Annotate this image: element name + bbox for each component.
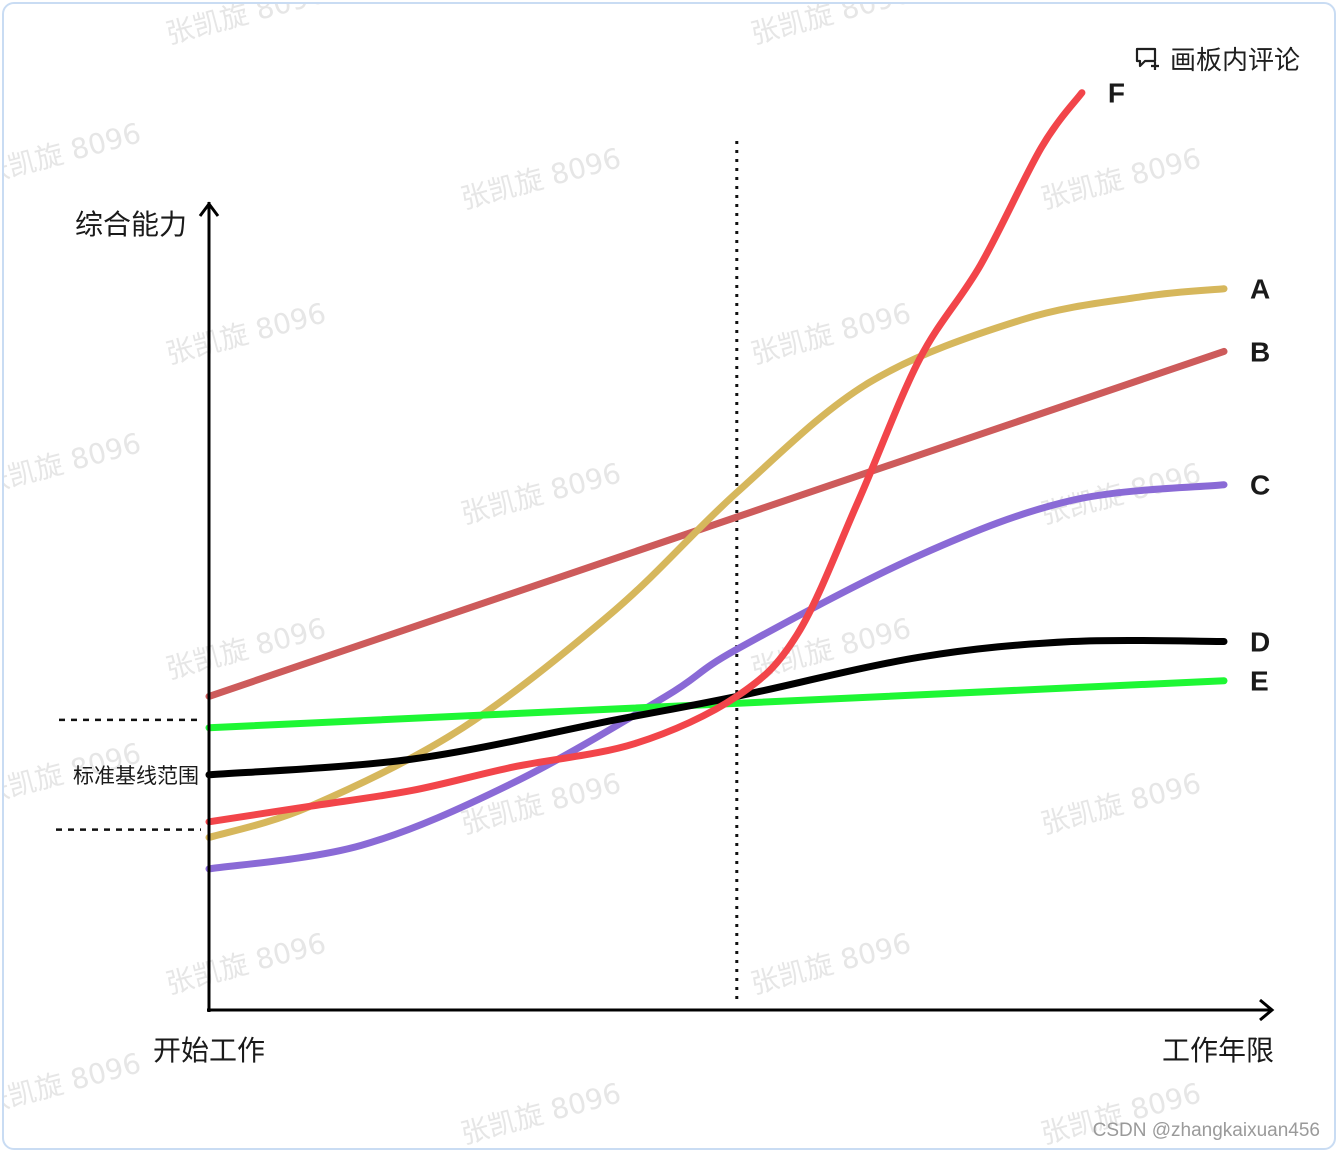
watermark-text: 张凯旋 8096 [457,141,624,215]
series-label-f: F [1108,78,1125,109]
watermark-text: 张凯旋 8096 [747,926,914,1000]
comment-plus-icon [1135,47,1159,70]
watermark-text: 张凯旋 8096 [747,4,914,51]
y-axis-label: 综合能力 [75,208,187,241]
watermark-text: 张凯旋 8096 [457,1076,624,1150]
watermark-text: 张凯旋 8096 [457,456,624,530]
board-comment-button[interactable]: 画板内评论 [1134,40,1300,77]
series-layer [205,89,1228,873]
watermark-text: 张凯旋 8096 [162,611,329,685]
watermark-text: 张凯旋 8096 [1037,766,1204,840]
x-axis-arrow-icon [1259,998,1275,1022]
x-axis-start-label: 开始工作 [153,1034,265,1067]
watermark-text: 张凯旋 8096 [747,296,914,370]
series-label-d: D [1250,627,1270,658]
axes: 综合能力 开始工作 工作年限 [75,201,1275,1067]
series-label-e: E [1250,666,1269,697]
baseline-band: 标准基线范围 [56,718,201,831]
series-label-c: C [1250,470,1270,501]
series-line-f [205,89,1086,826]
series-label-b: B [1250,336,1270,367]
watermark-text: 张凯旋 8096 [4,1046,144,1120]
watermark-text: 张凯旋 8096 [162,4,329,51]
watermark-text: 张凯旋 8096 [162,926,329,1000]
series-label-a: A [1250,274,1270,305]
watermark-text: 张凯旋 8096 [4,116,144,190]
x-axis-end-label: 工作年限 [1162,1034,1274,1067]
series-line-a [205,285,1228,842]
baseline-band-label: 标准基线范围 [73,764,199,788]
y-axis-arrow-icon [198,201,220,217]
board-comment-label: 画板内评论 [1169,46,1300,76]
series-line-c [205,481,1228,873]
series-line-b [205,347,1228,700]
series-label-layer: BA C ED F [1108,78,1270,697]
watermark-text: 张凯旋 8096 [162,296,329,370]
series-line-e [205,677,1228,732]
credit-text: CSDN @zhangkaixuan456 [1092,1120,1320,1141]
watermark-text: 张凯旋 8096 [4,426,144,500]
watermark-text: 张凯旋 8096 [1037,141,1204,215]
